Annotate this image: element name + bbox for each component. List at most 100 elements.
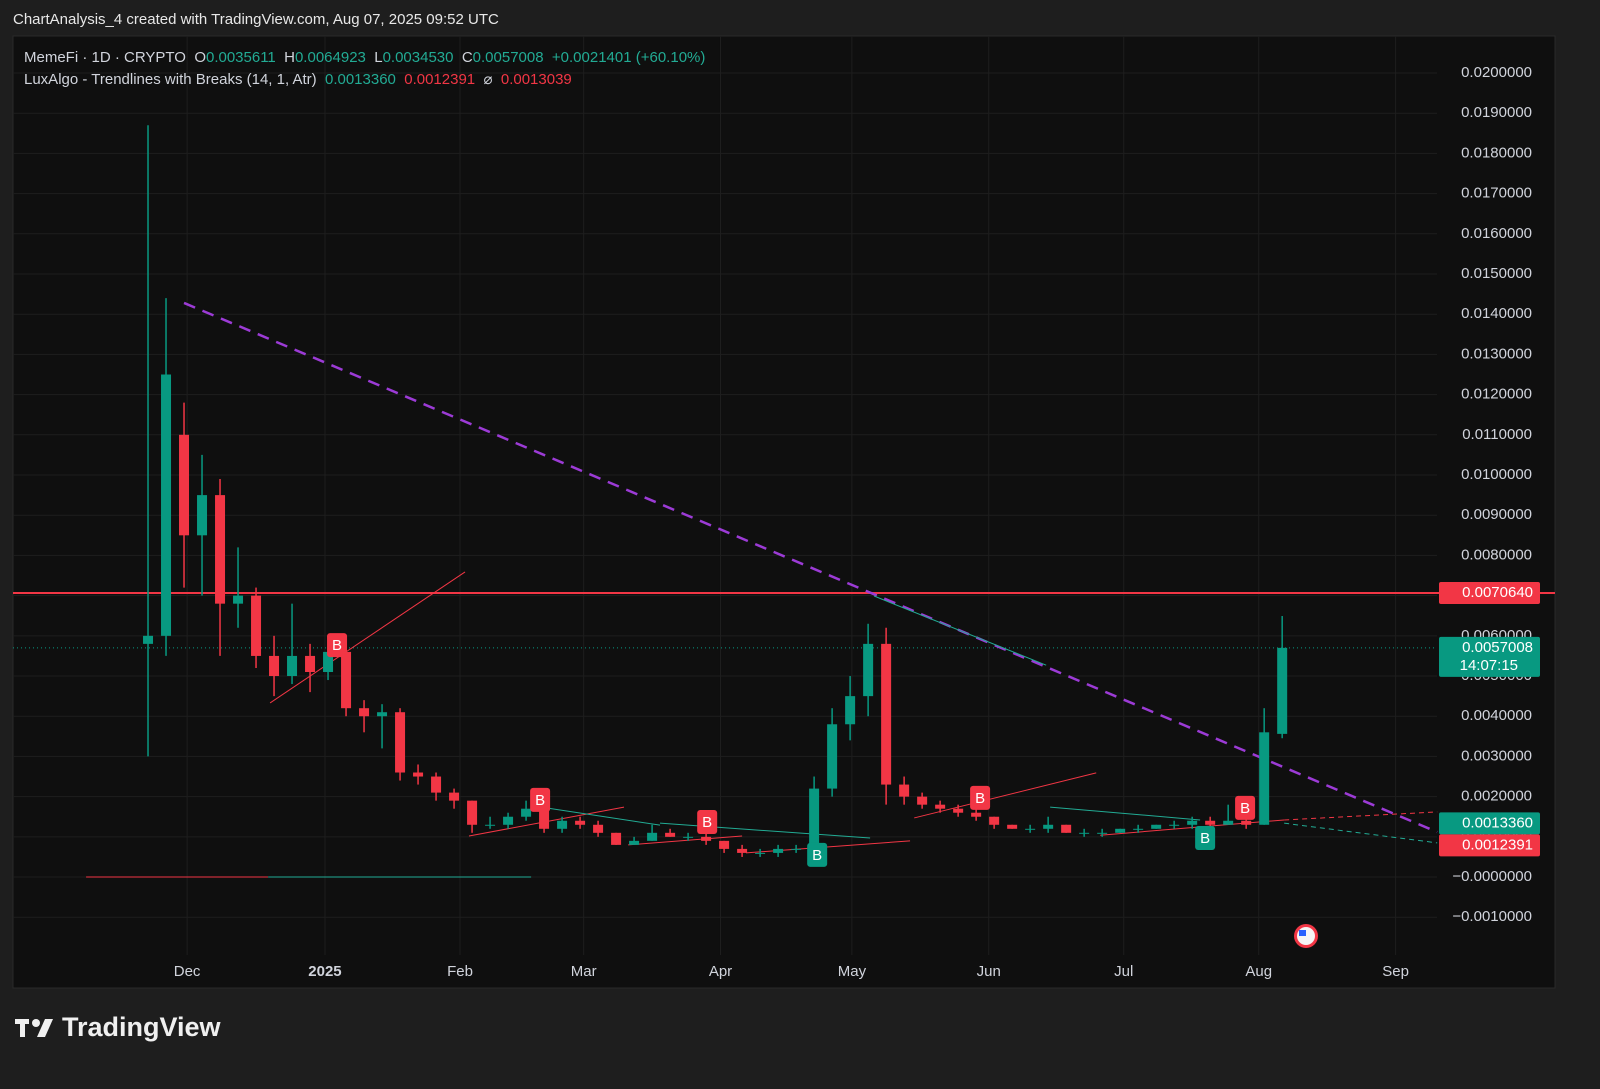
legend-row: LuxAlgo - Trendlines with Breaks (14, 1,… xyxy=(24,69,705,91)
candle-body xyxy=(845,696,856,725)
candle-body xyxy=(485,824,496,826)
candle-body xyxy=(593,824,604,833)
candle-body xyxy=(1187,820,1198,825)
y-tick-label: 0.0100000 xyxy=(1461,466,1532,483)
break-label: B xyxy=(1200,830,1210,847)
y-tick-label: 0.0200000 xyxy=(1461,64,1532,81)
x-tick-label: Sep xyxy=(1382,963,1409,980)
trendline xyxy=(873,595,1047,666)
trendline xyxy=(545,807,661,826)
x-tick-label: Jun xyxy=(977,963,1001,980)
candle-body xyxy=(971,812,982,817)
candle-body xyxy=(467,800,478,825)
candle-body xyxy=(1205,820,1216,825)
y-tick-label: 0.0030000 xyxy=(1461,747,1532,764)
break-badge xyxy=(327,633,348,658)
l-val: 0.0034530 xyxy=(382,49,454,66)
countdown: 14:07:15 xyxy=(1460,657,1518,674)
y-tick-label: −0.0000000 xyxy=(1452,868,1532,885)
candle-body xyxy=(305,655,316,673)
break-badge xyxy=(1195,826,1216,851)
candle-body xyxy=(737,848,748,853)
candle-body xyxy=(431,776,442,793)
trendline xyxy=(914,772,1097,819)
y-tick-label: 0.0140000 xyxy=(1461,305,1532,322)
indicator: LuxAlgo - Trendlines with Breaks (14, 1,… xyxy=(24,71,317,88)
x-tick-label: Aug xyxy=(1245,963,1272,980)
candle-body xyxy=(1169,824,1180,826)
x-tick-label: Mar xyxy=(571,963,597,980)
ind-down: 0.0012391 xyxy=(404,71,476,88)
x-tick-label: Apr xyxy=(709,963,732,980)
candle-body xyxy=(575,820,586,825)
y-tick-label: 0.0080000 xyxy=(1461,546,1532,563)
y-tick-label: 0.0180000 xyxy=(1461,144,1532,161)
price-label: 0.0070640 xyxy=(1462,584,1533,601)
candle-body xyxy=(1259,732,1270,825)
candle-body xyxy=(809,788,820,849)
trendline xyxy=(183,301,1438,834)
c-val: 0.0057008 xyxy=(472,49,544,66)
trendline xyxy=(628,835,743,846)
candle-body xyxy=(1223,820,1234,825)
ind-up: 0.0013360 xyxy=(324,71,396,88)
break-label: B xyxy=(975,790,985,807)
break-badge xyxy=(807,842,828,867)
trendline xyxy=(269,571,466,704)
y-tick-label: 0.0110000 xyxy=(1462,426,1532,443)
l-key: L xyxy=(374,49,383,66)
candle-body xyxy=(1061,824,1072,833)
candle-body xyxy=(791,848,802,850)
y-tick-label: 0.0160000 xyxy=(1461,225,1532,242)
x-tick-label: May xyxy=(838,963,867,980)
candle-body xyxy=(179,434,190,536)
candle-body xyxy=(1151,824,1162,829)
header-title: ChartAnalysis_4 created with TradingView… xyxy=(13,11,499,28)
trendline xyxy=(1050,806,1201,821)
candle-body xyxy=(1043,824,1054,829)
trendline xyxy=(1284,822,1438,844)
candle-body xyxy=(143,635,154,644)
candle-body xyxy=(1277,647,1288,734)
candle-body xyxy=(863,643,874,697)
candle-body xyxy=(935,804,946,809)
ind-sym: ⌀ xyxy=(483,71,493,88)
y-tick-label: 0.0090000 xyxy=(1461,506,1532,523)
candle-body xyxy=(755,852,766,854)
price-label-box xyxy=(1439,812,1540,835)
y-tick-label: −0.0010000 xyxy=(1452,908,1532,925)
brand: TradingView xyxy=(62,1012,221,1042)
price-label: 0.0012391 xyxy=(1462,836,1533,853)
y-tick-label: 0.0150000 xyxy=(1461,265,1532,282)
y-tick-label: 0.0120000 xyxy=(1461,386,1532,403)
candle-body xyxy=(881,643,892,785)
candle-body xyxy=(215,495,226,604)
candle-body xyxy=(647,832,658,841)
candle-body xyxy=(161,374,172,636)
candle-body xyxy=(899,784,910,797)
x-tick-label: Dec xyxy=(174,963,201,980)
x-tick-label: Jul xyxy=(1114,963,1133,980)
x-tick-label: Feb xyxy=(447,963,473,980)
y-tick-label: 0.0190000 xyxy=(1461,104,1532,121)
flag-icon xyxy=(1294,924,1318,948)
candle-body xyxy=(1097,832,1108,834)
candle-body xyxy=(341,651,352,709)
candle-body xyxy=(251,595,262,656)
y-tick-label: 0.0130000 xyxy=(1461,345,1532,362)
candle-body xyxy=(449,792,460,801)
candle-body xyxy=(773,848,784,853)
o-key: O xyxy=(194,49,206,66)
trendline xyxy=(659,822,871,839)
candle-body xyxy=(719,840,730,849)
candle-body xyxy=(197,495,208,536)
candle-body xyxy=(395,712,406,773)
candle-body xyxy=(1007,824,1018,829)
y-tick-label: 0.0170000 xyxy=(1461,185,1532,202)
break-label: B xyxy=(1240,800,1250,817)
candle-body xyxy=(1241,820,1252,825)
legend: MemeFi · 1D · CRYPTO O0.0035611 H0.00649… xyxy=(24,47,705,91)
price-label: 0.0057008 xyxy=(1462,639,1533,656)
candle-body xyxy=(503,816,514,825)
